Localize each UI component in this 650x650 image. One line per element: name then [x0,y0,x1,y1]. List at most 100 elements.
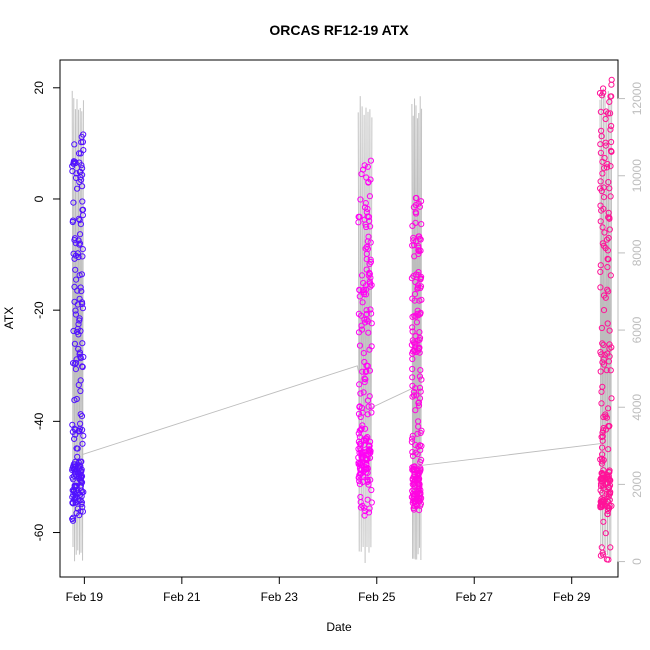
data-point [75,215,82,222]
data-point [70,514,77,521]
x-tick-label: Feb 23 [261,590,299,604]
data-point [409,435,416,442]
data-point [607,367,614,374]
data-point [74,185,81,192]
data-point [597,262,604,269]
data-point [409,365,416,373]
data-point [72,266,79,273]
data-point [359,299,366,306]
data-point [606,185,613,192]
data-point [368,409,375,416]
data-point [411,340,418,347]
data-point [362,437,369,444]
data-point [602,530,609,537]
data-point [73,395,80,403]
data-point [77,150,84,157]
data-point [604,511,611,518]
data-point [77,377,84,384]
data-point [365,179,372,186]
data-point [597,487,604,494]
x-axis-label: Date [326,620,352,634]
data-point [72,159,79,167]
data-point [607,544,614,551]
data-point [597,218,604,225]
data-point [362,464,369,471]
data-point [604,480,612,487]
data-point [605,405,612,412]
data-point [70,199,77,206]
data-point [411,499,418,506]
data-point [413,319,420,326]
data-point [78,501,85,508]
data-point [71,141,78,148]
data-point [359,502,366,509]
data-point [413,348,420,356]
data-point [607,193,614,200]
data-point [361,316,368,323]
data-point [79,198,86,205]
data-point [410,506,418,513]
y-tick-label: -40 [32,412,46,430]
data-point [604,264,611,271]
data-point [416,495,423,502]
data-point [78,413,86,420]
data-point [71,435,78,442]
data-point [356,478,363,485]
x-tick-label: Feb 25 [358,590,396,604]
data-point [367,274,374,281]
data-point [357,499,364,506]
data-point [409,432,416,439]
data-point [363,223,370,231]
data-point [598,92,606,99]
data-point [363,256,370,263]
data-point [412,278,419,286]
data-point [69,515,76,523]
data-point [355,219,362,226]
data-point [355,410,363,417]
data-point [607,163,614,170]
altitude-lines [71,88,613,564]
data-point [409,222,416,229]
data-point [362,200,369,207]
data-point [363,457,370,464]
data-point [358,322,365,329]
data-point [368,403,375,410]
data-point [73,445,80,452]
data-point [598,478,605,485]
data-point [365,451,372,458]
data-point [599,458,606,465]
data-point [359,472,366,479]
data-point [72,307,79,314]
data-point [608,93,615,100]
data-point [602,115,609,123]
data-point [600,427,607,434]
data-point [357,445,364,452]
data-point [600,205,607,212]
data-point [70,488,78,495]
data-point [76,315,83,322]
data-point [599,170,606,177]
data-point [79,246,86,253]
data-point [606,226,613,233]
data-point [412,385,419,392]
data-point [606,345,613,352]
data-point [601,165,608,172]
data-point [605,209,612,216]
data-point [605,446,612,453]
data-point [606,215,613,222]
y2-tick-label: 2000 [630,471,644,498]
x-tick-label: Feb 19 [66,590,104,604]
data-point [365,509,373,516]
data-point [416,336,423,343]
y2-tick-label: 4000 [630,394,644,421]
data-point [362,508,369,515]
data-point [599,340,606,347]
data-point [74,325,81,332]
data-point [415,269,422,276]
data-point [415,247,422,254]
plot-frame [59,59,619,578]
data-point [605,110,612,117]
data-point [366,393,373,400]
data-point [597,178,604,185]
data-point [358,425,365,432]
